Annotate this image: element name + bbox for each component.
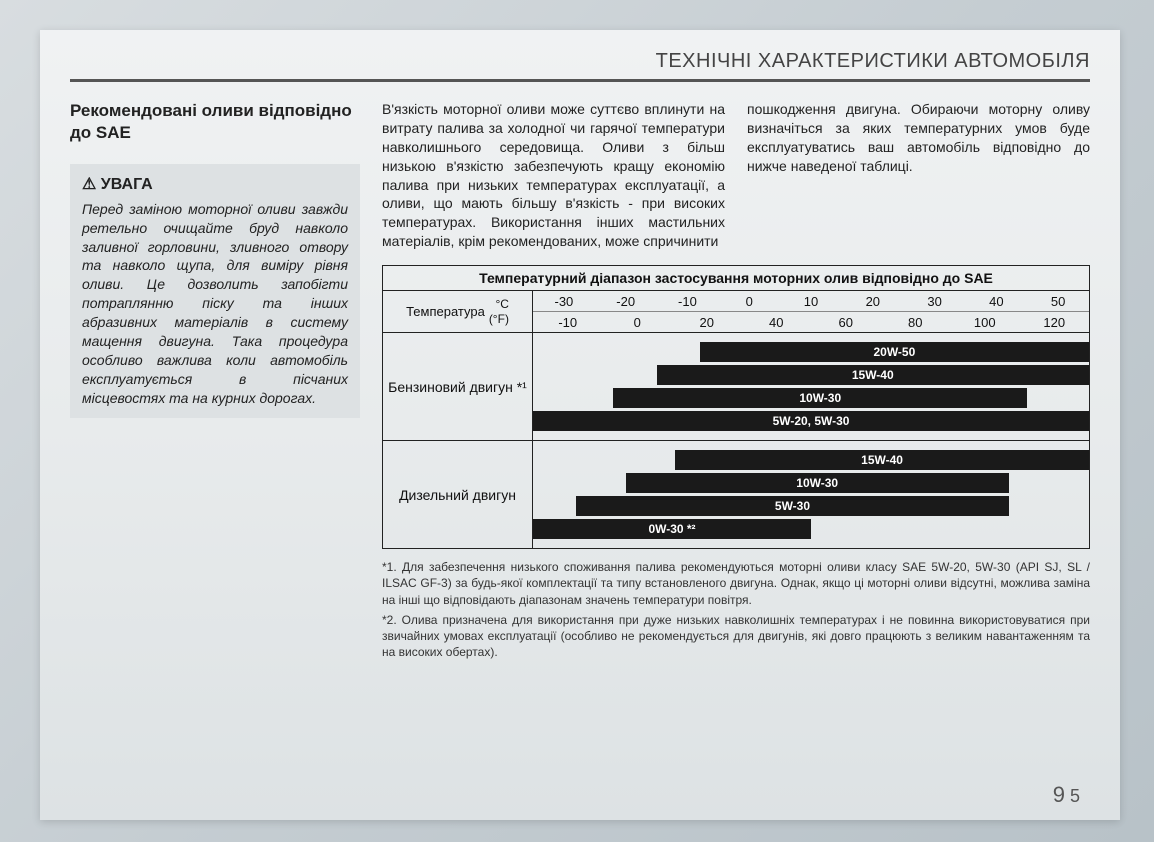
- temp-scales: -30-20-1001020304050 -10020406080100120: [533, 291, 1089, 332]
- footnotes: *1. Для забезпечення низького споживання…: [382, 559, 1090, 664]
- viscosity-bar: 15W-40: [657, 365, 1089, 385]
- scale-fahrenheit: -10020406080100120: [533, 312, 1089, 332]
- scale-f-tick: 40: [742, 315, 812, 330]
- viscosity-bar: 5W-20, 5W-30: [533, 411, 1089, 431]
- oil-viscosity-chart: Температурний діапазон застосування мото…: [382, 265, 1090, 549]
- scale-f-tick: 80: [881, 315, 951, 330]
- right-column: В'язкість моторної оливи може суттєво вп…: [382, 100, 1090, 664]
- unit-f: (°F): [489, 312, 509, 326]
- scale-c-tick: -20: [595, 294, 657, 309]
- footnote: *1. Для забезпечення низького споживання…: [382, 559, 1090, 608]
- text-col-2: пошкодження двигуна. Обираючи моторну ол…: [747, 100, 1090, 251]
- scale-celsius: -30-20-1001020304050: [533, 291, 1089, 312]
- engine-label: Дизельний двигун: [383, 441, 533, 548]
- warning-box: УВАГА Перед заміною моторної оливи завжд…: [70, 164, 360, 417]
- viscosity-bar: 5W-30: [576, 496, 1008, 516]
- engine-row: Бензиновий двигун *¹ 20W-50 15W-40 10W-30 5W…: [383, 333, 1089, 441]
- engine-row: Дизельний двигун 15W-40 10W-30 5W-30 0W-30 *…: [383, 441, 1089, 548]
- temp-label-text: Температура: [406, 304, 485, 319]
- scale-f-tick: 60: [811, 315, 881, 330]
- scale-c-tick: -30: [533, 294, 595, 309]
- scale-c-tick: 50: [1027, 294, 1089, 309]
- section-title: Рекомендовані оливи відповідно до SAE: [70, 100, 360, 144]
- bars-area: 20W-50 15W-40 10W-30 5W-20, 5W-30: [533, 333, 1089, 440]
- scale-f-tick: 100: [950, 315, 1020, 330]
- viscosity-bar: 20W-50: [700, 342, 1089, 362]
- viscosity-bar: 0W-30 *²: [533, 519, 811, 539]
- scale-c-tick: 40: [965, 294, 1027, 309]
- text-col-1: В'язкість моторної оливи може суттєво вп…: [382, 100, 725, 251]
- page-number: 9 5: [1053, 782, 1080, 808]
- left-column: Рекомендовані оливи відповідно до SAE УВ…: [70, 100, 360, 664]
- scale-f-tick: 20: [672, 315, 742, 330]
- viscosity-bar: 10W-30: [626, 473, 1009, 493]
- temp-units: °C (°F): [489, 297, 509, 326]
- page-number-value: 5: [1070, 786, 1080, 806]
- warning-body: Перед заміною моторної оливи завжди рете…: [82, 200, 348, 408]
- scale-c-tick: 20: [842, 294, 904, 309]
- warning-title: УВАГА: [82, 174, 348, 196]
- scale-c-tick: -10: [657, 294, 719, 309]
- bars-area: 15W-40 10W-30 5W-30 0W-30 *²: [533, 441, 1089, 548]
- manual-page: ТЕХНІЧНІ ХАРАКТЕРИСТИКИ АВТОМОБІЛЯ Реком…: [40, 30, 1120, 820]
- temperature-row: Температура °C (°F) -30-20-1001020304050…: [383, 291, 1089, 333]
- unit-c: °C: [489, 297, 509, 311]
- viscosity-bar: 10W-30: [613, 388, 1027, 408]
- viscosity-bar: 15W-40: [675, 450, 1089, 470]
- scale-c-tick: 30: [904, 294, 966, 309]
- chapter-number: 9: [1053, 782, 1065, 807]
- scale-c-tick: 10: [780, 294, 842, 309]
- page-header: ТЕХНІЧНІ ХАРАКТЕРИСТИКИ АВТОМОБІЛЯ: [70, 50, 1090, 82]
- scale-f-tick: 0: [603, 315, 673, 330]
- scale-f-tick: -10: [533, 315, 603, 330]
- temp-label-cell: Температура °C (°F): [383, 291, 533, 332]
- scale-f-tick: 120: [1020, 315, 1090, 330]
- engine-rows: Бензиновий двигун *¹ 20W-50 15W-40 10W-30 5W…: [383, 333, 1089, 548]
- engine-label: Бензиновий двигун *¹: [383, 333, 533, 440]
- footnote: *2. Олива призначена для використання пр…: [382, 612, 1090, 661]
- content-area: Рекомендовані оливи відповідно до SAE УВ…: [70, 100, 1090, 664]
- text-columns: В'язкість моторної оливи може суттєво вп…: [382, 100, 1090, 251]
- scale-c-tick: 0: [718, 294, 780, 309]
- chart-title: Температурний діапазон застосування мото…: [383, 266, 1089, 291]
